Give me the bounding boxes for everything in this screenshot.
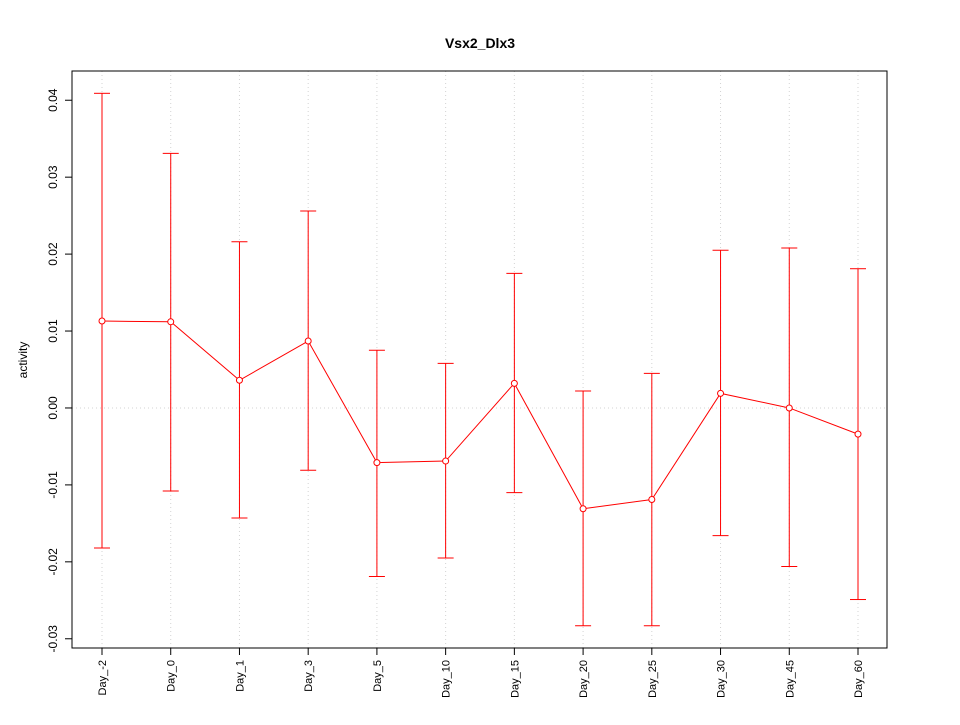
- x-tick-label: Day_30: [716, 660, 728, 698]
- data-point: [854, 430, 862, 438]
- x-tick-label: Day_10: [441, 660, 453, 698]
- x-tick-label: Day_20: [578, 660, 590, 698]
- y-tick-label: -0.03: [46, 625, 60, 653]
- x-tick-label: Day_25: [647, 660, 659, 698]
- data-point: [442, 457, 450, 465]
- x-tick-label: Day_45: [784, 660, 796, 698]
- data-point: [235, 376, 243, 384]
- axes: -0.03 -0.02 -0.01 0.00 0.01 0.02 0.03 0.04 Day_-…: [46, 88, 865, 698]
- data-point: [373, 459, 381, 467]
- data-point: [98, 317, 106, 325]
- data-point: [717, 389, 725, 397]
- y-tick-label: -0.02: [46, 548, 60, 576]
- y-tick-label: 0.01: [46, 319, 60, 343]
- x-tick-label: Day_0: [166, 660, 178, 692]
- marks: [94, 92, 866, 627]
- data-point: [785, 404, 793, 412]
- data-point: [510, 379, 518, 387]
- plot-frame: [71, 70, 888, 649]
- x-tick-label: Day_60: [853, 660, 865, 698]
- series-line: [101, 320, 859, 510]
- data-point: [579, 505, 587, 513]
- y-tick-label: 0.02: [46, 242, 60, 266]
- x-tick-label: Day_15: [509, 660, 521, 698]
- x-tick-label: Day_5: [372, 660, 384, 692]
- x-tick-label: Day_-2: [97, 660, 109, 695]
- grid: [72, 71, 887, 648]
- data-point: [648, 496, 656, 504]
- y-tick-label: 0.00: [46, 396, 60, 420]
- y-tick-label: -0.01: [46, 471, 60, 499]
- chart-title: Vsx2_Dlx3: [445, 35, 515, 51]
- x-tick-label: Day_1: [234, 660, 246, 692]
- data-point: [304, 337, 312, 345]
- data-point: [167, 318, 175, 326]
- y-tick-label: 0.03: [46, 165, 60, 189]
- y-tick-label: 0.04: [46, 88, 60, 112]
- y-axis-label: activity: [16, 342, 30, 379]
- x-tick-label: Day_3: [303, 660, 315, 692]
